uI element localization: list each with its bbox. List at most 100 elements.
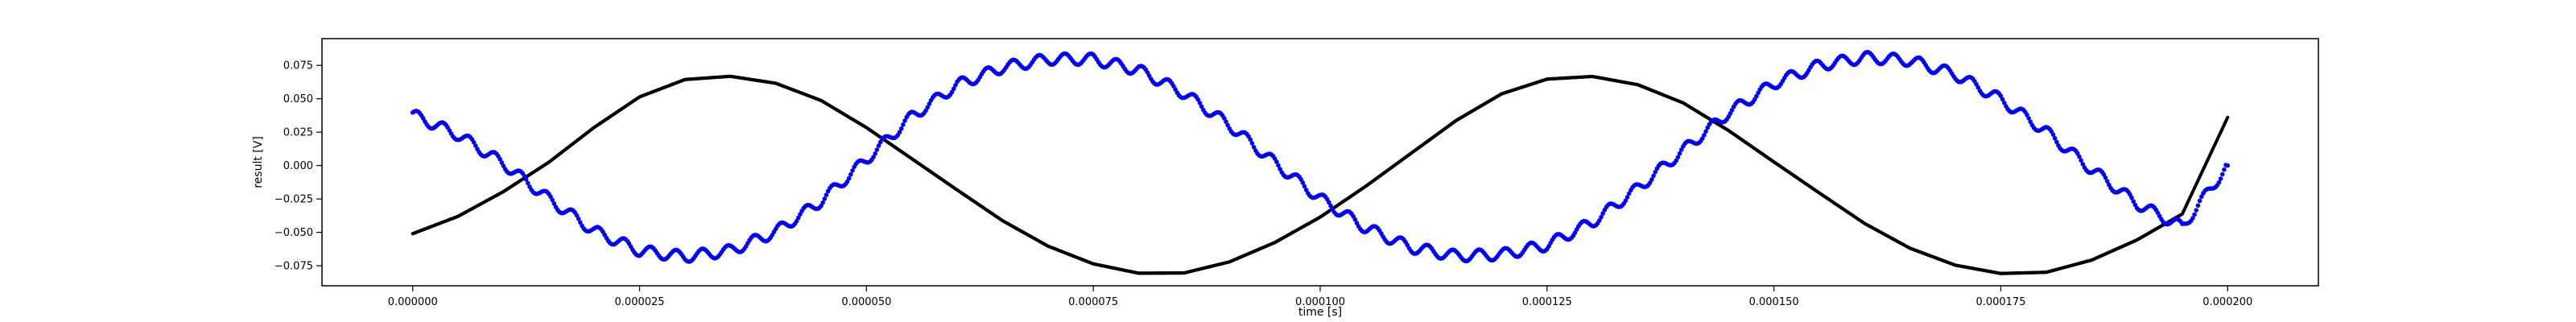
data-point: [497, 156, 502, 162]
x-tick-label: 0.000125: [1522, 296, 1572, 308]
data-point: [796, 215, 801, 221]
data-point: [1328, 203, 1333, 208]
y-tick-label: −0.050: [275, 227, 313, 239]
data-point: [2052, 135, 2058, 141]
data-point: [2000, 97, 2005, 102]
data-point: [2192, 212, 2197, 217]
y-tick-label: 0.050: [283, 93, 313, 105]
data-point: [1998, 93, 2004, 98]
data-point: [1699, 136, 1705, 141]
data-point: [1705, 125, 1711, 130]
data-point: [949, 89, 955, 95]
data-point: [1702, 133, 1707, 138]
data-point: [1352, 217, 1358, 222]
data-point: [2197, 198, 2202, 204]
data-point: [2054, 139, 2059, 145]
x-tick-label: 0.000050: [841, 296, 891, 308]
data-point: [871, 155, 876, 160]
data-point: [822, 196, 828, 201]
data-point: [1678, 147, 1684, 152]
y-tick-label: −0.025: [275, 194, 313, 206]
y-tick-label: −0.075: [275, 261, 313, 273]
data-point: [1298, 176, 1303, 182]
data-point: [2194, 208, 2199, 213]
data-point: [1599, 214, 1604, 220]
data-point: [1729, 107, 1735, 113]
data-point: [1274, 159, 1279, 164]
data-point: [550, 197, 555, 203]
data-point: [897, 130, 902, 134]
data-point: [1597, 218, 1602, 223]
plot-frame: [321, 38, 2319, 287]
data-point: [1327, 200, 1331, 205]
data-point: [925, 105, 931, 110]
data-point: [798, 212, 803, 217]
data-point: [902, 118, 907, 123]
data-point: [551, 201, 557, 206]
data-point: [2131, 199, 2136, 204]
data-point: [2050, 132, 2056, 137]
x-tick-label: 0.000000: [388, 296, 438, 308]
data-point: [2216, 180, 2222, 185]
data-point: [2195, 203, 2201, 208]
data-point: [2226, 115, 2230, 120]
data-point: [2077, 154, 2082, 159]
series-0: [411, 74, 2230, 275]
data-point: [1677, 151, 1682, 156]
data-point: [1249, 141, 1255, 146]
x-tick-label: 0.000150: [1749, 296, 1799, 308]
data-point: [1649, 177, 1654, 182]
data-point: [1651, 173, 1656, 179]
data-point: [1300, 180, 1306, 185]
data-point: [1225, 122, 1230, 128]
data-point: [2222, 167, 2227, 172]
data-point: [848, 171, 853, 177]
data-point: [2080, 162, 2086, 167]
data-point: [2219, 171, 2225, 177]
data-point: [548, 194, 553, 200]
data-point: [1197, 101, 1203, 105]
data-point: [2198, 194, 2204, 200]
x-axis: 0.000000 0.000025 0.000050 0.000075 0.000100…: [388, 286, 2252, 308]
data-point: [1728, 111, 1733, 116]
data-point: [2103, 175, 2108, 180]
data-point: [1624, 195, 1630, 200]
data-point: [1248, 137, 1253, 142]
data-point: [1354, 221, 1360, 225]
data-point: [2129, 195, 2134, 200]
data-point: [523, 177, 529, 182]
x-tick-label: 0.000100: [1295, 296, 1345, 308]
x-tick-label: 0.000075: [1068, 296, 1118, 308]
data-point: [2025, 112, 2029, 118]
data-point: [846, 175, 852, 181]
x-tick-label: 0.000200: [2202, 296, 2252, 308]
data-point: [1224, 119, 1228, 124]
data-point: [1276, 163, 1281, 168]
y-tick-label: 0.025: [283, 127, 313, 139]
y-tick-label: 0.000: [283, 160, 313, 172]
data-point: [874, 147, 880, 152]
data-point: [898, 126, 904, 131]
data-point: [1199, 104, 1204, 109]
data-point: [2225, 163, 2231, 168]
data-point: [1623, 198, 1629, 204]
data-point: [499, 160, 505, 165]
data-point: [471, 139, 477, 145]
data-point: [850, 168, 855, 173]
data-point: [951, 86, 956, 92]
data-point: [1754, 93, 1759, 99]
data-point: [794, 218, 799, 224]
data-point: [2026, 116, 2031, 121]
data-point: [576, 217, 581, 221]
data-point: [2218, 176, 2223, 181]
y-tick-label: 0.075: [283, 60, 313, 72]
data-point: [1703, 129, 1708, 134]
data-point: [578, 220, 583, 225]
data-point: [1278, 167, 1282, 171]
x-tick-label: 0.000175: [1975, 296, 2025, 308]
data-point: [522, 173, 527, 179]
plot-points: [410, 49, 2231, 275]
data-point: [953, 83, 958, 88]
data-point: [1600, 211, 1605, 216]
